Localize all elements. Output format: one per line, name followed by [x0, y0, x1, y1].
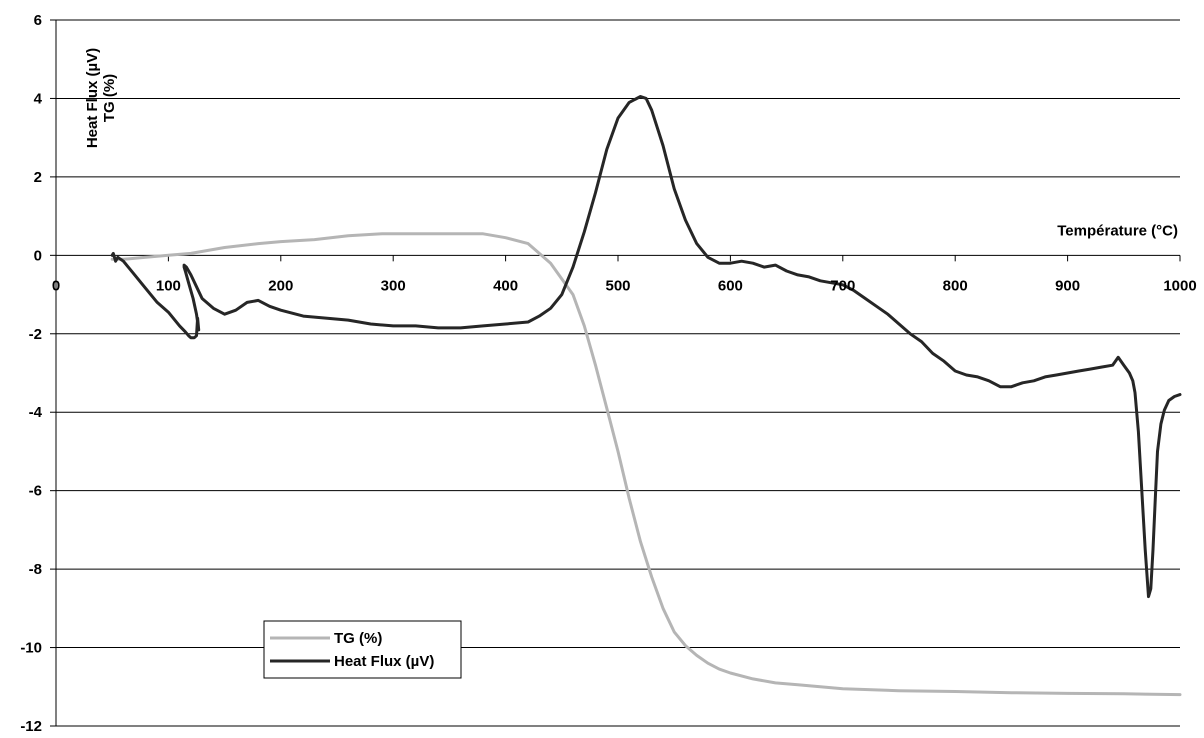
y-axis-title-line-1: Heat Flux (µV): [84, 48, 101, 148]
x-tick-label-900: 900: [1055, 277, 1080, 294]
y-tick-label-0: 0: [34, 247, 42, 264]
x-tick-label-600: 600: [718, 277, 743, 294]
series-line-tg: [110, 232, 1182, 697]
y-tick-label-2: 2: [34, 169, 42, 186]
series-line-heat-flux: [110, 95, 1182, 599]
y-tick-label--12: -12: [20, 718, 42, 733]
x-tick-label-200: 200: [268, 277, 293, 294]
y-tick-label--10: -10: [20, 640, 42, 657]
x-tick-label-800: 800: [943, 277, 968, 294]
x-tick-label-700: 700: [830, 277, 855, 294]
y-tick-label-4: 4: [34, 90, 43, 107]
label-layer: 6 4 2 0 -2 -4 -6 -8 -10 -12 0 100 200 300 400 500 600 700…: [20, 12, 1196, 735]
y-tick-label--6: -6: [29, 483, 42, 500]
legend-box: TG (%) Heat Flux (µV): [263, 620, 462, 679]
axis-layer: [50, 19, 1181, 727]
x-tick-label-400: 400: [493, 277, 518, 294]
legend-label-tg: TG (%): [334, 630, 382, 647]
y-tick-label--2: -2: [29, 326, 42, 343]
y-tick-label--8: -8: [29, 561, 42, 578]
legend-label-heat-flux: Heat Flux (µV): [334, 653, 434, 670]
legend-frame: [263, 620, 462, 679]
y-axis-title-line-2: TG (%): [101, 74, 118, 122]
x-tick-label-0: 0: [52, 277, 60, 294]
series-layer: [110, 95, 1182, 697]
x-axis-title: Température (°C): [1057, 222, 1178, 239]
x-tick-label-1000: 1000: [1163, 277, 1196, 294]
y-tick-label-6: 6: [34, 12, 42, 29]
x-tick-label-300: 300: [381, 277, 406, 294]
grid-layer: [56, 19, 1180, 727]
x-tick-label-100: 100: [156, 277, 181, 294]
y-tick-label--4: -4: [29, 404, 43, 421]
x-tick-label-500: 500: [605, 277, 630, 294]
